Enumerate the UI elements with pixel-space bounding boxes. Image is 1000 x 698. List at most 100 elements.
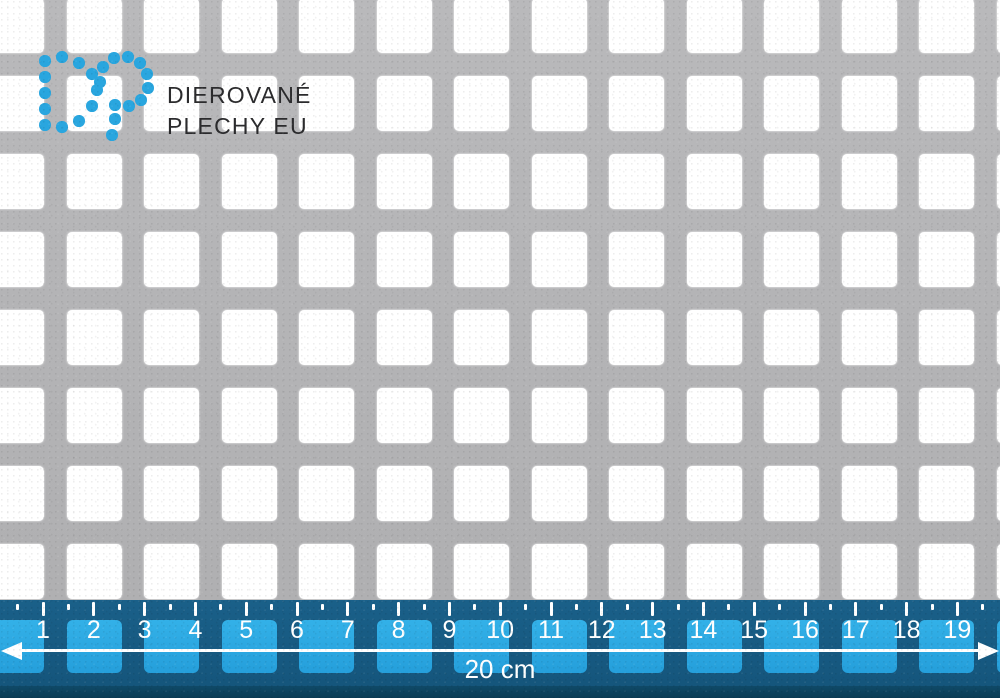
ruler-number: 2 [86, 616, 101, 644]
perforation-hole [454, 388, 509, 443]
perforation-hole [841, 154, 897, 209]
logo-dot [122, 51, 134, 63]
ruler-tick-major [92, 602, 96, 616]
logo-dot [73, 115, 85, 127]
ruler-number: 11 [538, 616, 564, 644]
ruler-length-label: 20 cm [464, 654, 536, 684]
perforation-hole [686, 0, 742, 53]
perforation-hole [0, 388, 44, 443]
perforation-hole [144, 466, 199, 521]
perforation-hole [376, 76, 432, 131]
perforation-hole [841, 310, 897, 365]
logo-dot [109, 113, 121, 125]
ruler-tick-minor [66, 604, 70, 610]
ruler-number: 1 [36, 616, 50, 644]
perforation-hole [299, 466, 354, 521]
logo-dot [142, 82, 154, 94]
ruler-overlay: 1 2 3 4 5 6 7 8 9 10 11 12 13 14 15 16 17 18 19 20 cm [0, 600, 1000, 698]
ruler-number: 14 [689, 616, 718, 644]
perforation-hole [454, 154, 509, 209]
logo-dot [109, 99, 121, 111]
logo-dot [134, 57, 146, 69]
perforation-hole [996, 154, 1000, 209]
perforation-hole [144, 0, 199, 53]
ruler-number: 16 [791, 616, 819, 644]
brand-line-2: PLECHY EU [167, 113, 308, 139]
perforation-hole [144, 544, 199, 599]
perforation-hole [609, 232, 664, 287]
perforation-hole [376, 232, 432, 287]
ruler-number: 17 [841, 616, 870, 644]
logo-dot [39, 103, 51, 115]
ruler-tick-minor [16, 604, 20, 610]
ruler-number: 9 [442, 616, 457, 644]
ruler-tick-minor [625, 604, 629, 610]
brand-line-1: DIEROVANÉ [167, 82, 312, 108]
logo-dot [56, 121, 68, 133]
perforation-hole [764, 76, 819, 131]
ruler-hole [299, 620, 354, 673]
perforation-hole [221, 154, 277, 209]
logo-dot [73, 57, 85, 69]
perforation-hole [0, 154, 44, 209]
ruler-hole [531, 620, 587, 673]
ruler-number: 5 [239, 616, 254, 644]
perforation-hole [686, 544, 742, 599]
perforation-hole [376, 154, 432, 209]
ruler-tick-minor [981, 604, 985, 610]
perforation-hole [0, 76, 44, 131]
perforation-hole [221, 0, 277, 53]
perforation-hole [841, 232, 897, 287]
ruler-tick-major [244, 602, 248, 616]
brand-name: DIEROVANÉ PLECHY EU [167, 80, 312, 142]
perforation-hole [0, 310, 44, 365]
perforation-hole [996, 310, 1000, 365]
ruler-bottom-shadow [0, 686, 1000, 698]
perforation-hole [841, 544, 897, 599]
perforation-hole [299, 76, 354, 131]
ruler-tick-major [295, 602, 299, 616]
ruler-hole [764, 620, 819, 673]
perforation-hole [299, 0, 354, 53]
logo-dot [97, 61, 109, 73]
perforation-hole [299, 544, 354, 599]
perforation-hole [0, 544, 44, 599]
ruler-tick-major [803, 602, 807, 616]
perforation-hole [609, 466, 664, 521]
ruler-tick-major [397, 602, 401, 616]
ruler-number: 7 [340, 616, 355, 644]
perforation-hole [919, 0, 974, 53]
perforation-hole [609, 0, 664, 53]
arrow-left-icon [1, 641, 22, 660]
perforation-hole [299, 310, 354, 365]
perforation-hole [919, 388, 974, 443]
ruler-tick-minor [727, 604, 731, 610]
perforation-hole [841, 0, 897, 53]
perforation-hole [376, 544, 432, 599]
perforation-hole [764, 310, 819, 365]
ruler-tick-major [955, 602, 959, 616]
measure-arrow-line [14, 649, 986, 652]
perforation-hole [531, 310, 587, 365]
logo-dot [86, 100, 98, 112]
ruler-hole [454, 620, 509, 673]
perforation-hole [299, 232, 354, 287]
ruler-tick-major [498, 602, 502, 616]
ruler-number: 18 [892, 616, 921, 644]
ruler-number: 4 [188, 616, 203, 644]
perforation-hole [531, 76, 587, 131]
perforation-hole [609, 310, 664, 365]
perforation-hole [454, 232, 509, 287]
perforation-hole [919, 466, 974, 521]
perforation-hole [66, 544, 122, 599]
perforation-hole [221, 232, 277, 287]
perforation-hole [299, 388, 354, 443]
perforation-hole [66, 232, 122, 287]
ruler-tick-minor [879, 604, 883, 610]
perforation-hole [996, 544, 1000, 599]
logo-dot [39, 119, 51, 131]
perforation-hole [919, 154, 974, 209]
perforation-hole [686, 76, 742, 131]
perforation-hole [919, 76, 974, 131]
ruler-tick-minor [778, 604, 782, 610]
